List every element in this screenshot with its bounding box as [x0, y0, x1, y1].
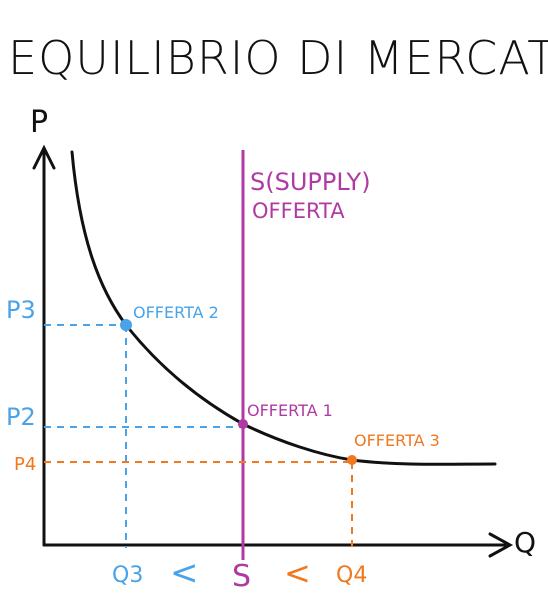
offerta1-point	[238, 419, 248, 429]
offerta2-point	[120, 319, 132, 331]
axes	[32, 144, 514, 558]
offerta3-label: OFFERTA 3	[354, 431, 440, 450]
x-axis-label: Q	[514, 526, 536, 559]
less-than-1: <	[170, 553, 199, 593]
q3-label: Q3	[112, 563, 143, 588]
demand-curve	[70, 150, 497, 466]
less-than-2: <	[284, 554, 311, 592]
x-axis-arrow	[488, 532, 514, 558]
y-axis-arrow	[32, 144, 56, 170]
offerta3-guides	[44, 461, 353, 548]
p3-label: P3	[6, 296, 36, 324]
p2-label: P2	[6, 403, 36, 431]
q4-label: Q4	[336, 563, 367, 588]
diagram-title: EQUILIBRIO DI MERCATO	[8, 31, 548, 85]
s-label: S	[232, 559, 251, 594]
y-axis-label: P	[30, 105, 48, 140]
offerta3-point	[347, 455, 357, 465]
offerta2-guides	[44, 324, 127, 548]
offerta2-label: OFFERTA 2	[133, 303, 219, 322]
supply-label-line1: S(SUPPLY)	[250, 168, 371, 196]
offerta1-label: OFFERTA 1	[247, 401, 333, 420]
p4-label: P4	[14, 454, 36, 475]
supply-label-line2: OFFERTA	[252, 199, 345, 223]
